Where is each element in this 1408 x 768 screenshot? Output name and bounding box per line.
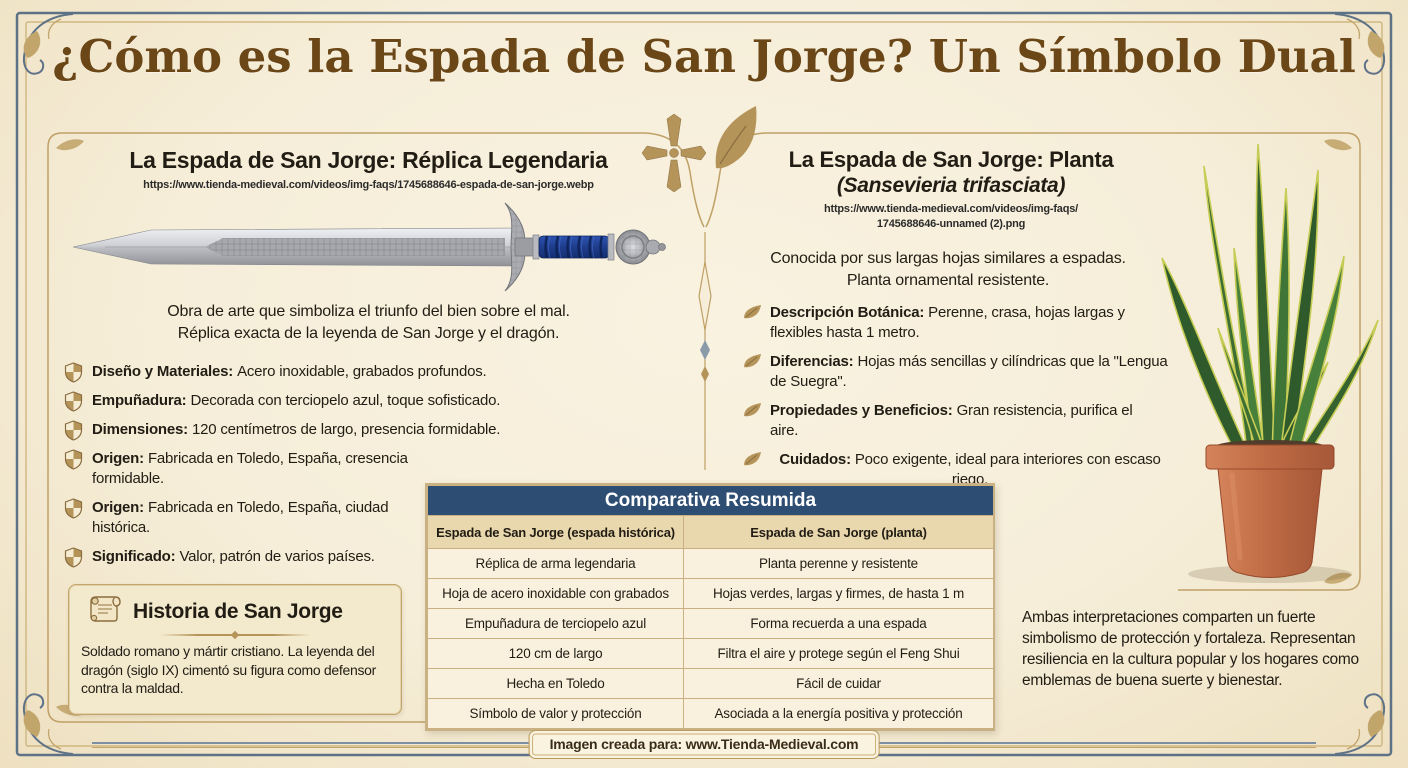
table-cell: Asociada a la energía positiva y protecc…	[683, 698, 994, 729]
shield-icon	[64, 449, 83, 476]
table-row: Hecha en Toledo Fácil de cuidar	[427, 668, 994, 699]
leaf-icon	[742, 450, 763, 474]
table-cell: Hojas verdes, largas y firmes, de hasta …	[683, 578, 994, 609]
table-cell: Empuñadura de terciopelo azul	[427, 608, 684, 639]
history-box-title: Historia de San Jorge	[133, 599, 343, 623]
history-box: Historia de San Jorge Soldado romano y m…	[68, 584, 402, 715]
ornament-divider	[160, 634, 310, 636]
corner-flourish-tl	[22, 13, 74, 75]
sword-image	[63, 199, 676, 295]
bullet-text: Acero inoxidable, grabados profundos.	[237, 363, 487, 380]
left-panel-intro: Obra de arte que simboliza el triunfo de…	[62, 301, 675, 345]
table-cell: Fácil de cuidar	[683, 668, 994, 699]
bullet-label: Origen:	[92, 499, 144, 516]
shield-icon	[64, 391, 83, 418]
list-item: Diferencias: Hojas más sencillas y cilínd…	[740, 352, 1170, 392]
bullet-label: Dimensiones:	[92, 421, 188, 438]
shield-icon	[64, 420, 83, 447]
left-panel-heading: La Espada de San Jorge: Réplica Legendar…	[129, 147, 608, 173]
footer-rule-right	[856, 742, 1316, 748]
right-heading-line1: La Espada de San Jorge: Planta	[788, 147, 1114, 172]
table-cell: Hoja de acero inoxidable con grabados	[427, 578, 684, 609]
table-cell: Hecha en Toledo	[427, 668, 684, 699]
table-row: Réplica de arma legendaria Planta perenn…	[427, 548, 994, 579]
bullet-label: Diferencias:	[770, 353, 854, 370]
bullet-label: Origen:	[92, 450, 144, 467]
scroll-icon	[87, 594, 123, 629]
shield-icon	[64, 547, 83, 574]
left-intro-line2: Réplica exacta de la leyenda de San Jorg…	[177, 325, 560, 342]
bullet-label: Empuñadura:	[92, 392, 187, 409]
table-title: Comparativa Resumida	[427, 485, 994, 516]
table-cell: Símbolo de valor y protección	[427, 698, 684, 729]
table-row: Símbolo de valor y protección Asociada a…	[427, 698, 994, 729]
url-line: https://www.tienda-medieval.com/videos/i…	[823, 203, 1079, 215]
bullet-text: Fabricada en Toledo, España, ciudad hist…	[92, 499, 389, 536]
bullet-label: Descripción Botánica:	[770, 304, 925, 321]
url-line: 1745688646-unnamed (2).png	[876, 218, 1026, 230]
right-intro-line1: Conocida por sus largas hojas similares …	[770, 250, 1126, 267]
corner-flourish-bl	[22, 693, 74, 755]
corner-flourish-br	[1334, 693, 1386, 755]
page-title: ¿Cómo es la Espada de San Jorge? Un Símb…	[52, 30, 1356, 83]
conclusion-text: Ambas interpretaciones comparten un fuer…	[1022, 609, 1359, 689]
bullet-label: Propiedades y Beneficios:	[770, 402, 953, 419]
bullet-label: Diseño y Materiales:	[92, 363, 234, 380]
list-item: Diseño y Materiales: Acero inoxidable, gr…	[62, 362, 675, 383]
table-cell: Planta perenne y resistente	[683, 548, 994, 579]
table-col-header-sword: Espada de San Jorge (espada histórica)	[427, 515, 684, 549]
bullet-text: Perenne, crasa, hojas largas y flexibles…	[770, 304, 1125, 341]
left-intro-line1: Obra de arte que simboliza el triunfo de…	[167, 303, 570, 320]
right-intro-line2: Planta ornamental resistente.	[846, 272, 1050, 289]
table-row: 120 cm de largo Filtra el aire y protege…	[427, 638, 994, 669]
history-box-text: Soldado romano y mártir cristiano. La le…	[81, 643, 377, 696]
list-item: Origen: Fabricada en Toledo, España, cres…	[62, 449, 482, 489]
footer-credit: Imagen creada para: www.Tienda-Medieval.…	[528, 730, 880, 759]
right-panel-bullet-list: Descripción Botánica: Perenne, crasa, hoj…	[740, 303, 1170, 499]
bullet-text: Hojas más sencillas y cilíndricas que la…	[770, 353, 1168, 390]
bullet-label: Significado:	[92, 548, 176, 565]
left-panel-bullet-list: Diseño y Materiales: Acero inoxidable, gr…	[62, 362, 675, 576]
leaf-icon	[742, 303, 763, 327]
left-panel-image-url: https://www.tienda-medieval.com/videos/i…	[143, 179, 594, 191]
table-cell: 120 cm de largo	[427, 638, 684, 669]
table-cell: Forma recuerda a una espada	[683, 608, 994, 639]
bullet-text: Valor, patrón de varios países.	[179, 548, 375, 565]
list-item: Descripción Botánica: Perenne, crasa, hoj…	[740, 303, 1170, 343]
footer-rule-left	[92, 742, 552, 748]
list-item: Propiedades y Beneficios: Gran resistenci…	[740, 401, 1150, 441]
shield-icon	[64, 362, 83, 389]
table-cell: Filtra el aire y protege según el Feng S…	[683, 638, 994, 669]
table-col-header-plant: Espada de San Jorge (planta)	[683, 515, 994, 549]
comparison-table: Comparativa Resumida Espada de San Jorge…	[425, 483, 995, 731]
list-item: Dimensiones: 120 centímetros de largo, pr…	[62, 420, 675, 441]
leaf-icon	[715, 106, 757, 169]
bullet-text: Decorada con terciopelo azul, toque sofi…	[190, 392, 501, 409]
corner-flourish-tr	[1334, 13, 1386, 75]
right-panel-image-url: https://www.tienda-medieval.com/videos/i…	[722, 202, 1180, 232]
list-item: Empuñadura: Decorada con terciopelo azul,…	[62, 391, 675, 412]
table-cell: Réplica de arma legendaria	[427, 548, 684, 579]
cross-icon	[641, 113, 707, 193]
bullet-text: 120 centímetros de largo, presencia form…	[191, 421, 501, 438]
shield-icon	[64, 498, 83, 525]
right-panel-intro: Conocida por sus largas hojas similares …	[728, 248, 1168, 292]
bullet-text: Gran resistencia, purifica el aire.	[770, 402, 1133, 439]
list-item: Significado: Valor, patrón de varios país…	[62, 547, 675, 568]
list-item: Origen: Fabricada en Toledo, España, ciud…	[62, 498, 422, 538]
table-row: Hoja de acero inoxidable con grabados Ho…	[427, 578, 994, 609]
sansevieria-plant-image	[1152, 130, 1388, 592]
leaf-icon	[742, 401, 763, 425]
bullet-text: Fabricada en Toledo, España, cresencia f…	[92, 450, 408, 487]
bullet-label: Cuidados:	[779, 451, 851, 468]
leaf-icon	[742, 352, 763, 376]
right-heading-scientific-name: (Sansevieria trifasciata)	[836, 174, 1066, 197]
right-panel-heading: La Espada de San Jorge: Planta (Sansevie…	[722, 147, 1180, 199]
table-row: Empuñadura de terciopelo azul Forma recu…	[427, 608, 994, 639]
